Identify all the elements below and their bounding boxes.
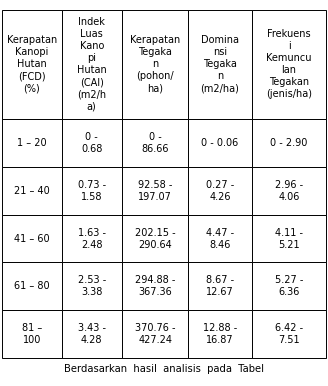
Text: 0.73 -
1.58: 0.73 - 1.58 [78,180,106,202]
Text: Berdasarkan  hasil  analisis  pada  Tabel: Berdasarkan hasil analisis pada Tabel [64,364,264,374]
Polygon shape [188,119,252,167]
Text: 4.11 -
5.21: 4.11 - 5.21 [275,228,303,250]
Text: Frekuens
i
Kemuncu
lan
Tegakan
(jenis/ha): Frekuens i Kemuncu lan Tegakan (jenis/ha… [266,29,312,100]
Polygon shape [188,215,252,262]
Polygon shape [2,215,62,262]
Text: 4.47 -
8.46: 4.47 - 8.46 [206,228,234,250]
Polygon shape [252,167,326,215]
Text: Domina
nsi
Tegaka
n
(m2/ha): Domina nsi Tegaka n (m2/ha) [201,36,239,93]
Polygon shape [188,262,252,310]
Polygon shape [122,262,188,310]
Text: 61 – 80: 61 – 80 [14,281,50,291]
Polygon shape [122,167,188,215]
Polygon shape [252,310,326,358]
Text: 1.63 -
2.48: 1.63 - 2.48 [78,228,106,250]
Polygon shape [252,215,326,262]
Text: 2.96 -
4.06: 2.96 - 4.06 [275,180,303,202]
Polygon shape [62,215,122,262]
Polygon shape [122,215,188,262]
Polygon shape [2,262,62,310]
Polygon shape [252,10,326,119]
Polygon shape [252,119,326,167]
Polygon shape [188,310,252,358]
Text: 0 - 0.06: 0 - 0.06 [201,138,239,148]
Text: 41 – 60: 41 – 60 [14,234,50,244]
Text: 0 - 2.90: 0 - 2.90 [270,138,308,148]
Text: 1 – 20: 1 – 20 [17,138,47,148]
Text: 202.15 -
290.64: 202.15 - 290.64 [135,228,175,250]
Text: Kerapatan
Kanopi
Hutan
(FCD)
(%): Kerapatan Kanopi Hutan (FCD) (%) [7,36,57,93]
Text: 0 -
0.68: 0 - 0.68 [81,132,102,154]
Text: 5.27 -
6.36: 5.27 - 6.36 [275,275,303,297]
Polygon shape [2,119,62,167]
Polygon shape [188,167,252,215]
Polygon shape [62,119,122,167]
Polygon shape [2,10,62,119]
Polygon shape [122,10,188,119]
Text: 0.27 -
4.26: 0.27 - 4.26 [206,180,234,202]
Text: 12.88 -
16.87: 12.88 - 16.87 [203,323,237,345]
Text: 294.88 -
367.36: 294.88 - 367.36 [135,275,175,297]
Polygon shape [122,119,188,167]
Text: 6.42 -
7.51: 6.42 - 7.51 [275,323,303,345]
Polygon shape [62,10,122,119]
Polygon shape [252,262,326,310]
Text: Indek
Luas
Kano
pi
Hutan
(CAI)
(m2/h
a): Indek Luas Kano pi Hutan (CAI) (m2/h a) [77,17,107,112]
Text: Kerapatan
Tegaka
n
(pohon/
ha): Kerapatan Tegaka n (pohon/ ha) [130,36,180,93]
Polygon shape [62,167,122,215]
Text: 8.67 -
12.67: 8.67 - 12.67 [206,275,234,297]
Text: 81 –
100: 81 – 100 [22,323,42,345]
Text: 370.76 -
427.24: 370.76 - 427.24 [135,323,175,345]
Polygon shape [62,262,122,310]
Polygon shape [122,310,188,358]
Text: 2.53 -
3.38: 2.53 - 3.38 [78,275,106,297]
Polygon shape [188,10,252,119]
Text: 0 -
86.66: 0 - 86.66 [141,132,169,154]
Text: 3.43 -
4.28: 3.43 - 4.28 [78,323,106,345]
Text: 92.58 -
197.07: 92.58 - 197.07 [138,180,172,202]
Polygon shape [2,167,62,215]
Polygon shape [62,310,122,358]
Polygon shape [2,310,62,358]
Text: 21 – 40: 21 – 40 [14,186,50,196]
